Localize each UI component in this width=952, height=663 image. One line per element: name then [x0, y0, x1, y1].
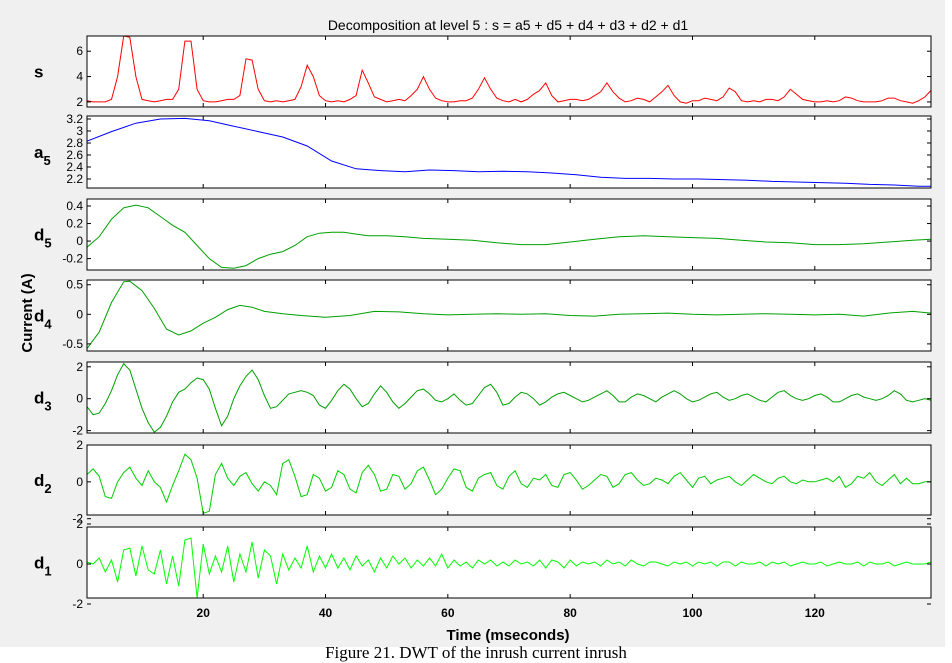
plot-area-a5: [87, 116, 931, 188]
axes-frame-s: [86, 35, 932, 108]
subplot-d3: -2 0 2 d3: [34, 360, 932, 438]
plot-area-d3: [87, 362, 931, 433]
plot-area-d2: [87, 445, 931, 515]
y-tick-label: 0: [76, 307, 83, 321]
plot-area-d1: [87, 527, 931, 598]
y-tick-label: 0: [76, 392, 83, 406]
y-tick-label: 2: [76, 517, 83, 531]
y-tick-label: 0.4: [66, 199, 83, 213]
panel-label-d1: d1: [34, 554, 52, 579]
y-tick-label: 2: [76, 438, 83, 452]
subplot-s: 2 4 6 s: [34, 35, 932, 109]
panel-label-d3: d3: [34, 389, 52, 414]
subplot-stack: 2 4 6 s 2.22.42.62.833.2 a5 -0.2 0 0.2 0.4 d5 -0.5 0…: [34, 35, 932, 611]
y-tick-label: 6: [76, 44, 83, 58]
series-line-s: [87, 36, 931, 104]
panel-label-d5: d5: [34, 226, 52, 251]
x-tick-label: 60: [441, 606, 455, 620]
y-tick-label: -2: [72, 424, 83, 438]
axes-frame-d3: [86, 361, 932, 434]
y-tick-label: 2.4: [66, 160, 83, 174]
x-tick-label: 80: [563, 606, 577, 620]
x-axis-label: Time (mseconds): [446, 627, 569, 644]
series-line-a5: [87, 117, 931, 187]
x-tick-label: 100: [682, 606, 702, 620]
axes-frame-d5: [86, 198, 932, 271]
subplot-d4: -0.5 0 0.5 d4: [34, 278, 932, 352]
y-tick-label: 2: [76, 360, 83, 374]
y-tick-label: 3.2: [66, 112, 83, 126]
axes-frame-d2: [86, 444, 932, 516]
y-tick-label: 2.6: [66, 148, 83, 162]
y-tick-label: 2.8: [66, 136, 83, 150]
y-tick-label: -2: [72, 512, 83, 526]
x-tick-label: 40: [319, 606, 333, 620]
y-tick-label: 0: [76, 557, 83, 571]
y-axis-label: Current (A): [19, 273, 36, 352]
panel-label-s: s: [34, 63, 43, 82]
axes-frame-d1: [86, 526, 932, 599]
y-tick-label: 3: [76, 124, 83, 138]
y-tick-label: 0: [76, 475, 83, 489]
y-tick-label: -0.5: [62, 337, 83, 351]
subplot-d5: -0.2 0 0.2 0.4 d5: [34, 198, 932, 271]
x-axis-tick-labels: 20 40 60 80 100 120: [197, 606, 826, 620]
series-line-d1: [87, 537, 931, 598]
subplot-d2: -2 0 2 d2: [34, 438, 932, 526]
y-tick-label: 4: [76, 70, 83, 84]
plot-area-s: [87, 36, 931, 107]
plot-area-d5: [87, 199, 931, 270]
axes-frame-d4: [86, 279, 932, 352]
axes-frame-a5: [86, 115, 932, 189]
series-line-d3: [87, 362, 931, 433]
panel-label-a5: a5: [34, 143, 51, 168]
x-tick-label: 20: [197, 606, 211, 620]
y-tick-label: 0.5: [66, 278, 83, 292]
subplot-a5: 2.22.42.62.833.2 a5: [34, 112, 932, 189]
subplot-d1: -2 0 2 d1: [34, 517, 932, 611]
plot-area-d4: [87, 280, 931, 351]
series-line-d5: [87, 204, 931, 269]
panel-label-d4: d4: [34, 307, 52, 332]
chart-title: Decomposition at level 5 : s = a5 + d5 +…: [328, 17, 689, 33]
y-tick-label: 0.2: [66, 217, 83, 231]
x-tick-label: 120: [805, 606, 825, 620]
panel-label-d2: d2: [34, 471, 52, 496]
series-line-d2: [87, 453, 931, 514]
series-line-d4: [87, 280, 931, 349]
y-tick-label: -0.2: [62, 252, 83, 266]
y-tick-label: 0: [76, 234, 83, 248]
y-tick-label: 2.2: [66, 172, 83, 186]
y-tick-label: 2: [76, 95, 83, 109]
y-tick-label: -2: [72, 597, 83, 611]
figure-caption: Figure 21. DWT of the inrush current inr…: [325, 643, 627, 662]
